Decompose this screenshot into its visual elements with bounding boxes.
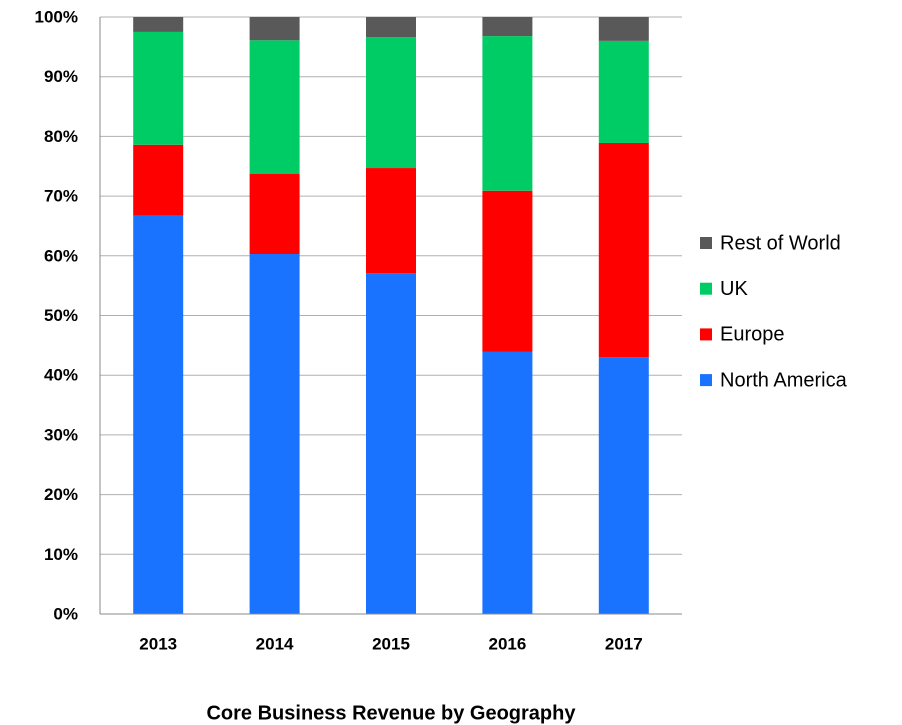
y-tick-label: 80%: [44, 127, 78, 146]
bar-segment: [598, 142, 649, 358]
bar-segment: [249, 40, 300, 175]
y-tick-label: 100%: [35, 7, 78, 26]
bar-segment: [482, 351, 533, 614]
legend-label: UK: [720, 278, 748, 300]
x-tick-label: 2017: [605, 634, 643, 653]
legend-swatch: [700, 374, 712, 387]
y-tick-label: 50%: [44, 306, 78, 325]
bar-segment: [366, 37, 416, 169]
bar-segment: [133, 215, 184, 614]
y-tick-label: 10%: [44, 545, 78, 564]
x-tick-label: 2015: [372, 634, 410, 653]
y-tick-label: 60%: [44, 246, 78, 265]
legend-swatch: [700, 282, 712, 295]
y-tick-label: 40%: [44, 366, 78, 385]
bar-segment: [598, 357, 649, 614]
bar-segment: [133, 31, 184, 145]
legend-swatch: [700, 237, 712, 249]
x-tick-label: 2016: [488, 634, 526, 653]
bar-segment: [249, 254, 300, 614]
legend-label: North America: [720, 369, 848, 391]
bar-segment: [482, 36, 533, 191]
x-tick-label: 2014: [256, 634, 294, 653]
bar-segment: [133, 17, 184, 32]
bar-segment: [366, 168, 416, 274]
y-tick-label: 0%: [53, 604, 78, 623]
chart-title: Core Business Revenue by Geography: [206, 702, 576, 724]
bar-segment: [249, 174, 300, 255]
y-tick-label: 30%: [44, 425, 78, 444]
bar-segment: [249, 17, 300, 41]
bar-segment: [598, 17, 649, 41]
y-tick-label: 70%: [44, 187, 78, 206]
y-tick-label: 20%: [44, 485, 78, 504]
x-tick-label: 2013: [139, 634, 177, 653]
bar-segment: [598, 40, 649, 143]
bar-segment: [482, 17, 533, 37]
bar-segment: [366, 17, 416, 38]
bar-segment: [366, 273, 416, 614]
bar-segment: [482, 190, 533, 352]
y-tick-label: 90%: [44, 67, 78, 86]
bar-segment: [133, 144, 184, 216]
legend-label: Rest of World: [720, 232, 841, 254]
legend-label: Europe: [720, 324, 785, 346]
legend-swatch: [700, 328, 712, 341]
